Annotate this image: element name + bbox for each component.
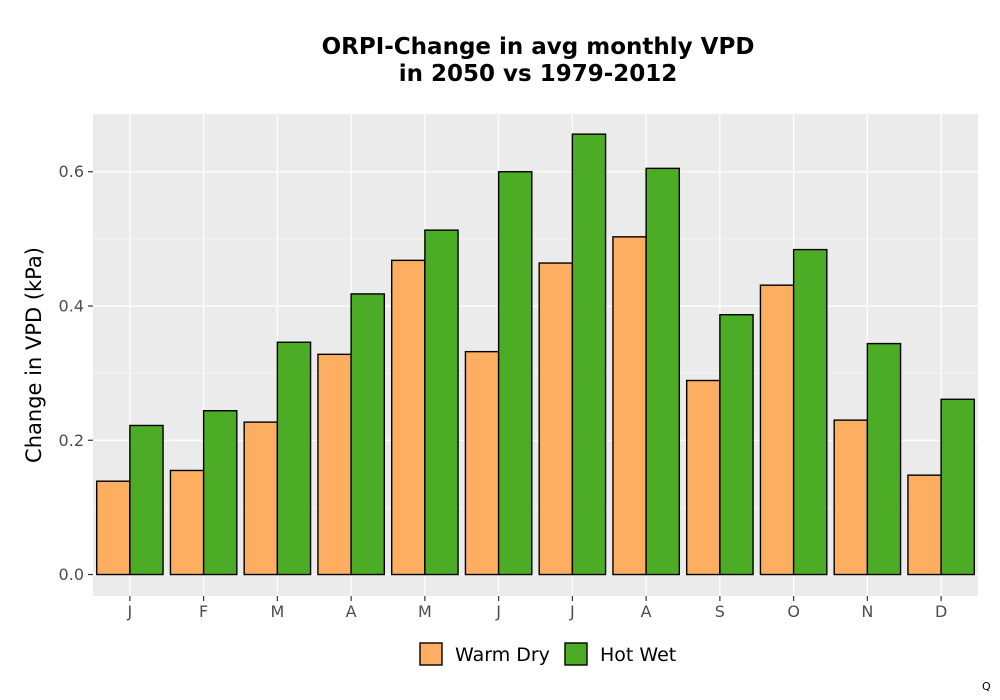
bar-hot-wet: [571, 133, 607, 576]
bar-hot-wet: [940, 398, 976, 576]
y-tick-label: 0.6: [59, 162, 84, 181]
bar-hot-wet: [866, 342, 902, 576]
bar-hot-wet: [497, 171, 533, 576]
grid-minor: [93, 238, 978, 508]
x-tick-label: M: [270, 602, 284, 621]
x-tick-label: A: [641, 602, 652, 621]
y-tick-label: 0.0: [59, 565, 84, 584]
legend-key: [564, 642, 588, 666]
bar-warm-dry: [95, 480, 131, 576]
chart-title-line-2: in 2050 vs 1979-2012: [399, 61, 678, 87]
x-tick-label: J: [569, 602, 575, 621]
chart-title-line-1: ORPI-Change in avg monthly VPD: [322, 34, 755, 60]
bar-hot-wet: [202, 410, 238, 576]
bar-hot-wet: [792, 248, 828, 576]
legend-item-hot-wet: Hot Wet: [564, 642, 676, 666]
bar-warm-dry: [759, 284, 795, 576]
corner-mark: Q: [982, 680, 991, 693]
y-axis-label: Change in VPD (kPa): [22, 247, 46, 463]
bar-warm-dry: [317, 353, 352, 576]
bar-hot-wet: [645, 167, 681, 576]
bar-hot-wet: [424, 229, 459, 576]
bar-warm-dry: [538, 262, 574, 576]
x-tick-label: A: [346, 602, 357, 621]
bar-warm-dry: [685, 379, 721, 576]
legend-key: [419, 642, 443, 666]
bar-warm-dry: [907, 474, 942, 576]
bars: [95, 133, 976, 576]
x-tick-label: O: [787, 602, 800, 621]
bar-warm-dry: [390, 259, 426, 576]
bar-warm-dry: [243, 421, 279, 576]
x-tick-label: J: [127, 602, 133, 621]
bar-warm-dry: [169, 469, 205, 576]
legend-label: Hot Wet: [600, 644, 676, 666]
legend-label: Warm Dry: [455, 644, 550, 666]
bar-hot-wet: [129, 424, 164, 576]
bar-warm-dry: [833, 419, 869, 576]
y-axis: 0.0 0.2 0.4 0.6: [59, 162, 93, 584]
bar-warm-dry: [612, 236, 647, 576]
x-tick-label: J: [495, 602, 501, 621]
bar-warm-dry: [464, 350, 500, 576]
x-tick-label: M: [418, 602, 432, 621]
x-tick-label: N: [861, 602, 873, 621]
x-tick-label: S: [715, 602, 725, 621]
bar-hot-wet: [719, 314, 754, 576]
legend: Warm Dry Hot Wet: [419, 642, 676, 666]
y-tick-label: 0.2: [59, 431, 84, 450]
plot-panel: [93, 114, 978, 596]
bar-hot-wet: [350, 293, 386, 576]
bar-hot-wet: [276, 341, 312, 576]
x-tick-label: F: [199, 602, 208, 621]
legend-item-warm-dry: Warm Dry: [419, 642, 550, 666]
x-tick-label: D: [935, 602, 947, 621]
y-tick-label: 0.4: [59, 296, 84, 315]
